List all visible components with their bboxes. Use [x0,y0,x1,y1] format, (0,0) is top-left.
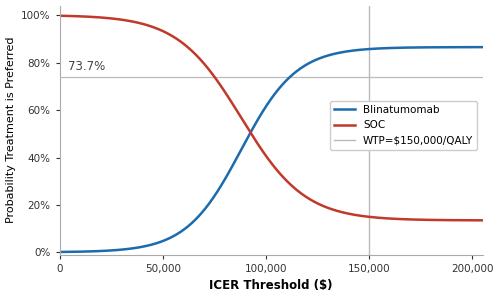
SOC [237,114,243,118]
SOC [105,16,111,20]
Legend: Blinatumomab, SOC, WTP=$150,000/QALY: Blinatumomab, SOC, WTP=$150,000/QALY [330,101,478,150]
Blinatumomab [56,250,62,254]
SOC [219,86,225,89]
Blinatumomab [237,150,243,153]
Text: 73.7%: 73.7% [68,60,105,73]
SOC [426,218,432,222]
SOC [56,14,62,18]
Blinatumomab [105,249,111,252]
SOC [130,20,136,24]
Line: SOC: SOC [60,16,482,220]
Blinatumomab [426,46,432,49]
Y-axis label: Probability Treatment is Preferred: Probability Treatment is Preferred [6,37,16,224]
Blinatumomab [130,246,136,250]
SOC [472,218,478,222]
Blinatumomab [472,45,478,49]
X-axis label: ICER Threshold ($): ICER Threshold ($) [210,280,333,292]
Blinatumomab [480,45,486,49]
Blinatumomab [219,183,225,186]
SOC [480,218,486,222]
Line: Blinatumomab: Blinatumomab [60,47,482,252]
